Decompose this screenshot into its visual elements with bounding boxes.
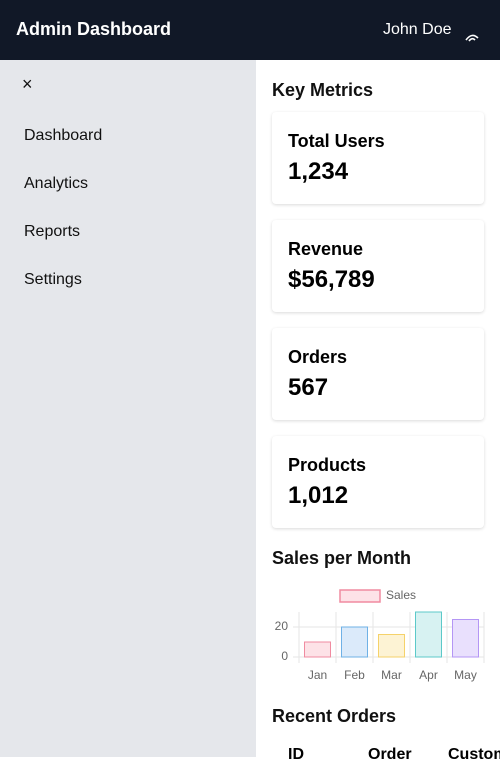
- nav-item[interactable]: Analytics: [24, 175, 89, 192]
- metric-value: 1,012: [288, 482, 349, 509]
- metric-card: Products 1,012: [272, 436, 484, 528]
- sidebar: × Dashboard Analytics Reports Settings: [0, 60, 256, 757]
- table-header: ID: [288, 746, 304, 763]
- x-tick-label: Feb: [344, 668, 365, 682]
- metric-label: Revenue: [288, 239, 364, 259]
- metric-label: Total Users: [288, 131, 385, 151]
- metric-value: 1,234: [288, 158, 349, 185]
- nav-item[interactable]: Settings: [24, 271, 82, 288]
- x-tick-label: May: [454, 668, 477, 682]
- x-tick-label: Jan: [308, 668, 327, 682]
- close-button[interactable]: ×: [22, 74, 33, 94]
- bar: [304, 641, 331, 658]
- bar: [341, 626, 368, 658]
- section-title: Recent Orders: [272, 706, 397, 726]
- section-title: Key Metrics: [272, 80, 374, 100]
- bar: [452, 619, 479, 658]
- header: Admin Dashboard John Doe: [0, 0, 500, 60]
- metric-value: $56,789: [288, 266, 375, 293]
- nav-item[interactable]: Dashboard: [24, 127, 103, 144]
- legend-label: Sales: [386, 588, 416, 602]
- user-icon[interactable]: [464, 30, 480, 44]
- metric-card: Revenue $56,789: [272, 220, 484, 312]
- user-name[interactable]: John Doe: [383, 21, 452, 38]
- y-tick-label: 20: [275, 619, 289, 633]
- nav-item[interactable]: Reports: [24, 223, 81, 240]
- x-tick-label: Mar: [381, 668, 402, 682]
- y-tick-label: 0: [281, 649, 288, 663]
- x-tick-label: Apr: [419, 668, 438, 682]
- table-header: Customer: [448, 746, 500, 763]
- bar: [378, 634, 405, 658]
- metric-label: Products: [288, 455, 367, 475]
- metric-card: Total Users 1,234: [272, 112, 484, 204]
- metric-value: 567: [288, 374, 329, 401]
- app-title: Admin Dashboard: [16, 19, 172, 39]
- legend-swatch: [339, 589, 381, 603]
- table-header: Order: [368, 746, 412, 763]
- metric-card: Orders 567: [272, 328, 484, 420]
- metric-label: Orders: [288, 347, 348, 367]
- bar: [415, 611, 442, 658]
- chart-title: Sales per Month: [272, 548, 412, 568]
- chart: 0 20 Sales Jan Feb Mar Apr May: [275, 588, 485, 682]
